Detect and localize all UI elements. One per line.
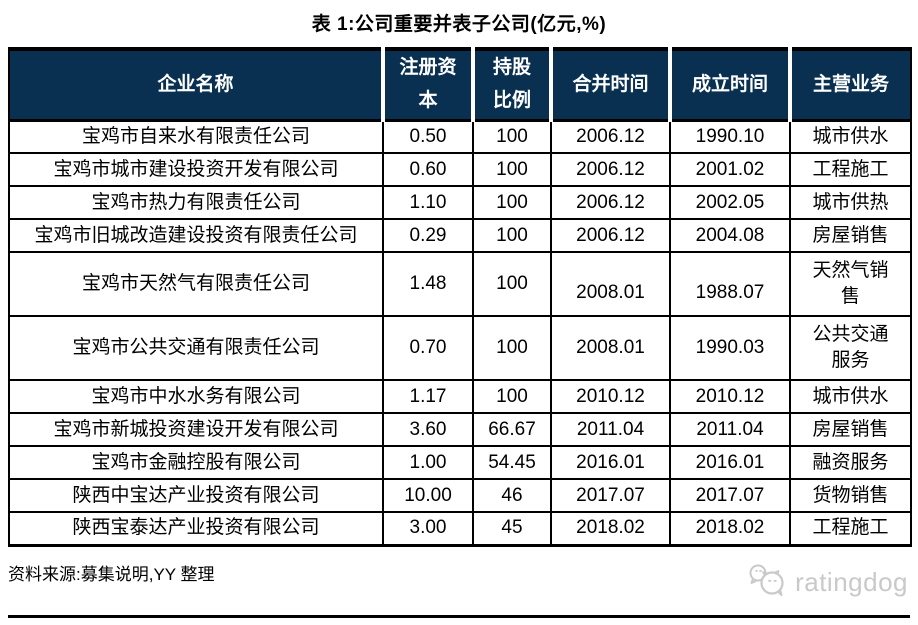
table-cell: 城市供水 [789, 379, 912, 414]
table-cell: 46 [472, 478, 552, 513]
table-cell: 城市供水 [789, 119, 912, 154]
ratingdog-logo: ratingdog [748, 562, 908, 603]
table-cell: 宝鸡市金融控股有限公司 [8, 445, 384, 480]
table-cell: 2010.12 [550, 379, 671, 414]
table-cell: 2016.01 [550, 445, 671, 480]
table-row: 宝鸡市城市建设投资开发有限公司 0.60 100 2006.12 2001.02 工程施工 [8, 152, 912, 187]
ratingdog-dog-icon [748, 562, 790, 603]
table-cell: 2008.01 [550, 251, 671, 317]
table-cell: 0.70 [382, 315, 474, 381]
subsidiaries-table: 企业名称 注册资本 持股比例 合并时间 成立时间 主营业务 宝鸡市自来水有限责任公司 0.5… [8, 47, 912, 547]
table-cell: 1990.10 [669, 119, 791, 154]
table-cell: 1.17 [382, 379, 474, 414]
table-cell: 宝鸡市热力有限责任公司 [8, 185, 384, 220]
table-cell: 陕西中宝达产业投资有限公司 [8, 478, 384, 513]
table-cell: 100 [472, 251, 552, 317]
header-cell: 持股比例 [471, 49, 551, 122]
table-row: 宝鸡市热力有限责任公司 1.10 100 2006.12 2002.05 城市供热 [8, 185, 912, 220]
table-cell: 100 [472, 315, 552, 381]
table-cell: 3.60 [382, 412, 474, 447]
table-cell: 宝鸡市城市建设投资开发有限公司 [8, 152, 384, 187]
table-cell: 宝鸡市天然气有限责任公司 [8, 251, 384, 317]
table-cell: 2002.05 [669, 185, 791, 220]
table-cell: 100 [472, 119, 552, 154]
table-title: 表 1:公司重要并表子公司(亿元,%) [311, 14, 607, 35]
table-cell: 工程施工 [789, 511, 912, 546]
table-row: 陕西宝泰达产业投资有限公司 3.00 45 2018.02 2018.02 工程施工 [8, 511, 912, 546]
header-cell: 注册资本 [381, 49, 473, 122]
table-cell: 2006.12 [550, 119, 671, 154]
table-cell: 宝鸡市公共交通有限责任公司 [8, 315, 384, 381]
table-cell: 宝鸡市自来水有限责任公司 [8, 119, 384, 154]
table-cell: 3.00 [382, 511, 474, 546]
table-cell: 2011.04 [550, 412, 671, 447]
table-cell: 1.10 [382, 185, 474, 220]
table-cell: 1.48 [382, 251, 474, 317]
header-cell: 合并时间 [549, 49, 670, 122]
table-cell: 1988.07 [669, 251, 791, 317]
table-row: 宝鸡市旧城改造建设投资有限责任公司 0.29 100 2006.12 2004.08 房屋… [8, 218, 912, 253]
table-cell: 货物销售 [789, 478, 912, 513]
table-cell: 100 [472, 185, 552, 220]
table-cell: 陕西宝泰达产业投资有限公司 [8, 511, 384, 546]
table-cell: 2006.12 [550, 152, 671, 187]
table-cell: 2010.12 [669, 379, 791, 414]
header-cell: 企业名称 [9, 49, 383, 122]
table-cell: 0.29 [382, 218, 474, 253]
table-cell: 宝鸡市中水水务有限公司 [8, 379, 384, 414]
table-cell: 2011.04 [669, 412, 791, 447]
table-row: 宝鸡市自来水有限责任公司 0.50 100 2006.12 1990.10 城市供水 [8, 119, 912, 154]
bottom-divider [8, 615, 910, 618]
table-cell: 公共交通服务 [789, 315, 912, 381]
table-cell: 1.00 [382, 445, 474, 480]
table-cell: 2004.08 [669, 218, 791, 253]
table-cell: 宝鸡市旧城改造建设投资有限责任公司 [8, 218, 384, 253]
table-cell: 城市供热 [789, 185, 912, 220]
table-cell: 2006.12 [550, 185, 671, 220]
ratingdog-wordmark: ratingdog [795, 567, 908, 597]
table-cell: 100 [472, 218, 552, 253]
header-cell: 成立时间 [668, 49, 790, 122]
table-cell: 2018.02 [669, 511, 791, 546]
table-row: 宝鸡市新城投资建设开发有限公司 3.60 66.67 2011.04 2011.04 房屋… [8, 412, 912, 447]
table-cell: 融资服务 [789, 445, 912, 480]
table-header-row: 企业名称 注册资本 持股比例 合并时间 成立时间 主营业务 [9, 49, 911, 122]
table-body: 宝鸡市自来水有限责任公司 0.50 100 2006.12 1990.10 城市供水 宝鸡市… [8, 119, 912, 546]
table-cell: 2017.07 [669, 478, 791, 513]
table-cell: 66.67 [472, 412, 552, 447]
table-cell: 2016.01 [669, 445, 791, 480]
table-row: 宝鸡市金融控股有限公司 1.00 54.45 2016.01 2016.01 融资服务 [8, 445, 912, 480]
table-cell: 1990.03 [669, 315, 791, 381]
table-cell: 2018.02 [550, 511, 671, 546]
table-row: 宝鸡市公共交通有限责任公司 0.70 100 2008.01 1990.03 公共交通服务 [8, 315, 912, 381]
table-cell: 工程施工 [789, 152, 912, 187]
table-row: 宝鸡市中水水务有限公司 1.17 100 2010.12 2010.12 城市供水 [8, 379, 912, 414]
table-cell: 54.45 [472, 445, 552, 480]
table-cell: 0.60 [382, 152, 474, 187]
table-row: 宝鸡市天然气有限责任公司 1.48 100 2008.01 1988.07 天然气销售 [8, 251, 912, 317]
table-cell: 100 [472, 379, 552, 414]
table-cell: 100 [472, 152, 552, 187]
report-page: 表 1:公司重要并表子公司(亿元,%) 企业名称 注册资本 持股比例 合并时间 成立时间… [8, 14, 912, 584]
table-cell: 2001.02 [669, 152, 791, 187]
table-cell: 2008.01 [550, 315, 671, 381]
table-cell: 房屋销售 [789, 218, 912, 253]
table-cell: 宝鸡市新城投资建设开发有限公司 [8, 412, 384, 447]
table-cell: 0.50 [382, 119, 474, 154]
table-cell: 房屋销售 [789, 412, 912, 447]
table-row: 陕西中宝达产业投资有限公司 10.00 46 2017.07 2017.07 货物销售 [8, 478, 912, 513]
table-cell: 10.00 [382, 478, 474, 513]
table-cell: 45 [472, 511, 552, 546]
header-cell: 主营业务 [788, 49, 911, 122]
table-cell: 2006.12 [550, 218, 671, 253]
source-note: 资料来源:募集说明,YY 整理 [8, 564, 215, 584]
table-cell: 2017.07 [550, 478, 671, 513]
table-cell: 天然气销售 [789, 251, 912, 317]
